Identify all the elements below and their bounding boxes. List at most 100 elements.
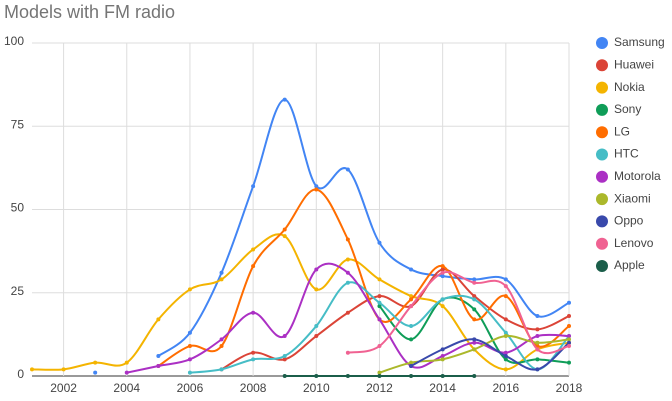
series-line xyxy=(221,268,570,371)
legend-label: LG xyxy=(614,124,630,138)
legend-swatch xyxy=(596,59,608,72)
legend-swatch xyxy=(596,193,608,206)
data-point xyxy=(472,297,477,302)
data-point xyxy=(535,340,540,345)
legend-label: Apple xyxy=(614,258,645,272)
data-point xyxy=(535,314,540,319)
y-tick-label: 50 xyxy=(11,201,25,215)
data-point xyxy=(345,374,350,378)
x-tick-label: 2012 xyxy=(366,381,393,395)
data-point xyxy=(314,187,319,192)
data-point xyxy=(345,257,350,262)
data-point xyxy=(567,334,571,339)
data-point xyxy=(440,347,445,352)
data-point xyxy=(93,370,98,375)
data-point xyxy=(377,344,382,349)
data-point xyxy=(282,97,287,102)
data-point xyxy=(377,240,382,245)
data-point xyxy=(503,317,508,322)
legend-label: Nokia xyxy=(614,80,645,94)
data-point xyxy=(251,350,256,355)
data-point xyxy=(187,357,192,362)
data-point xyxy=(567,340,571,345)
data-point xyxy=(314,287,319,292)
y-tick-label: 100 xyxy=(4,34,24,48)
data-point xyxy=(377,317,382,322)
data-point xyxy=(440,357,445,362)
data-point xyxy=(535,357,540,362)
data-point xyxy=(535,367,540,372)
data-point xyxy=(314,324,319,329)
legend-swatch xyxy=(596,170,608,183)
data-point xyxy=(93,360,98,365)
data-point xyxy=(345,167,350,172)
x-tick-label: 2018 xyxy=(556,381,583,395)
legend-label: Lenovo xyxy=(614,236,654,250)
data-point xyxy=(219,367,224,372)
x-tick-label: 2016 xyxy=(492,381,519,395)
data-point xyxy=(440,264,445,269)
data-point xyxy=(251,247,256,252)
data-point xyxy=(535,347,540,352)
data-point xyxy=(30,367,34,372)
data-point xyxy=(219,277,224,282)
data-point xyxy=(472,337,477,342)
data-point xyxy=(345,310,350,315)
data-point xyxy=(219,337,224,342)
data-point xyxy=(472,277,477,282)
data-point xyxy=(282,227,287,232)
data-point xyxy=(472,280,477,285)
data-point xyxy=(567,337,571,342)
data-point xyxy=(472,340,477,345)
data-point xyxy=(345,350,350,355)
legend-label: Sony xyxy=(614,102,641,116)
data-point xyxy=(377,374,382,378)
data-point xyxy=(440,304,445,309)
legend-swatch xyxy=(596,81,608,94)
data-point xyxy=(440,267,445,272)
data-point xyxy=(472,307,477,312)
legend-label: HTC xyxy=(614,147,639,161)
data-point xyxy=(409,297,414,302)
legend-label: Motorola xyxy=(614,169,661,183)
data-point xyxy=(314,334,319,339)
data-point xyxy=(282,334,287,339)
data-point xyxy=(251,310,256,315)
data-point xyxy=(440,354,445,359)
data-point xyxy=(219,270,224,275)
data-point xyxy=(567,314,571,319)
legend-label: Huawei xyxy=(614,57,654,71)
data-point xyxy=(472,317,477,322)
data-point xyxy=(187,287,192,292)
data-point xyxy=(535,327,540,332)
data-point xyxy=(409,337,414,342)
data-point xyxy=(503,330,508,335)
series-line xyxy=(157,98,570,357)
data-point xyxy=(61,367,66,372)
legend-label: Samsung xyxy=(614,35,665,49)
legend-swatch xyxy=(596,260,608,272)
data-point xyxy=(124,360,129,365)
legend-label: Oppo xyxy=(614,214,644,228)
x-tick-label: 2008 xyxy=(240,381,267,395)
x-tick-label: 2014 xyxy=(429,381,456,395)
data-point xyxy=(187,370,192,375)
x-tick-label: 2010 xyxy=(303,381,330,395)
data-point xyxy=(409,324,414,329)
data-point xyxy=(567,300,571,305)
data-point xyxy=(314,267,319,272)
data-point xyxy=(472,347,477,352)
data-point xyxy=(345,280,350,285)
data-point xyxy=(345,270,350,275)
data-point xyxy=(440,274,445,279)
data-point xyxy=(314,184,319,189)
data-point xyxy=(409,304,414,309)
series-line xyxy=(157,188,570,367)
data-point xyxy=(282,354,287,359)
data-point xyxy=(377,294,382,299)
legend-label: Xiaomi xyxy=(614,191,651,205)
legend-swatch xyxy=(596,37,608,49)
data-point xyxy=(503,354,508,359)
y-tick-label: 75 xyxy=(11,117,25,131)
